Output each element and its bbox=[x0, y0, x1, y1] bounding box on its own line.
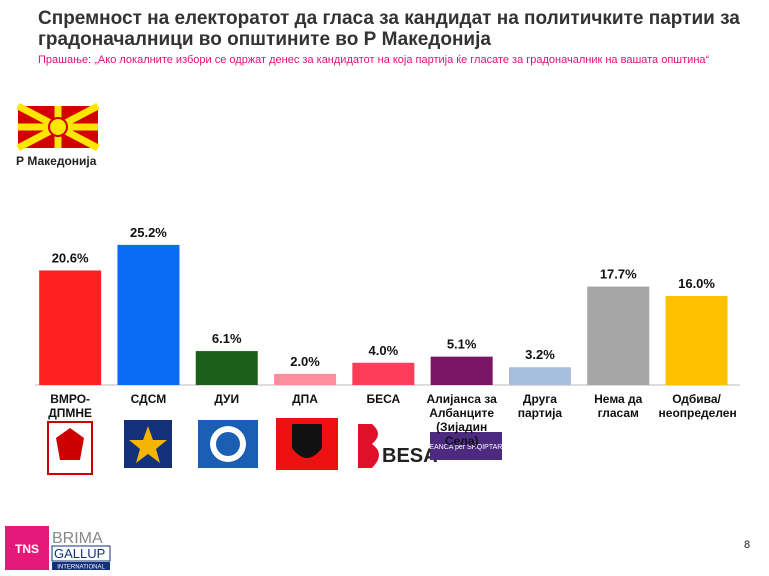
logo-tns: TNS bbox=[15, 542, 39, 556]
brand-logo: TNS BRIMA GALLUP INTERNATIONAL bbox=[5, 526, 111, 571]
x-tick-label: БЕСА bbox=[366, 392, 401, 406]
flag bbox=[16, 102, 100, 152]
bar bbox=[430, 356, 493, 385]
value-label: 3.2% bbox=[525, 347, 555, 362]
value-label: 6.1% bbox=[212, 331, 242, 346]
x-tick-label: ВМРО-ДПМНЕ bbox=[48, 392, 93, 420]
bar bbox=[117, 244, 180, 385]
x-tick-label: Друга партија bbox=[517, 392, 563, 420]
x-tick-label: ДУИ bbox=[214, 392, 240, 406]
value-label: 4.0% bbox=[369, 343, 399, 358]
region-label: Р Македонија bbox=[16, 154, 97, 168]
page-number: 8 bbox=[744, 539, 750, 551]
value-label: 17.7% bbox=[600, 267, 637, 282]
bar bbox=[587, 286, 650, 385]
x-tick-label: Алијанса за Албанците (Зијадин Села) bbox=[426, 392, 497, 448]
value-label: 2.0% bbox=[290, 354, 320, 369]
value-label: 20.6% bbox=[52, 250, 89, 265]
value-label: 25.2% bbox=[130, 225, 167, 240]
bar bbox=[274, 373, 337, 385]
x-tick-label: ДПА bbox=[292, 392, 318, 406]
logo-gallup: GALLUP bbox=[54, 546, 105, 561]
x-tick-label: СДСМ bbox=[130, 392, 167, 406]
logo-international: INTERNATIONAL bbox=[57, 565, 105, 571]
bar bbox=[195, 351, 258, 385]
x-tick-label: Одбива/ неопределен bbox=[658, 392, 737, 420]
chart-subtitle: Прашање: „Ако локалните избори се одржат… bbox=[38, 54, 710, 66]
bar bbox=[352, 362, 415, 385]
svg-text:BESA: BESA bbox=[382, 445, 438, 467]
bar bbox=[39, 270, 102, 385]
chart-title: Спремност на електоратот да гласа за кан… bbox=[38, 8, 740, 50]
svg-text:ALEANCA për SHQIPTARËT: ALEANCA për SHQIPTARËT bbox=[421, 443, 512, 451]
value-label: 5.1% bbox=[447, 337, 477, 352]
bar bbox=[508, 367, 571, 385]
bar bbox=[665, 296, 728, 385]
value-label: 16.0% bbox=[678, 276, 715, 291]
logo-brima: BRIMA bbox=[52, 530, 103, 547]
party-logos: BESA ALEANCA për SHQIPTARËT bbox=[47, 418, 512, 475]
x-tick-label: Нема да гласам bbox=[594, 392, 643, 420]
